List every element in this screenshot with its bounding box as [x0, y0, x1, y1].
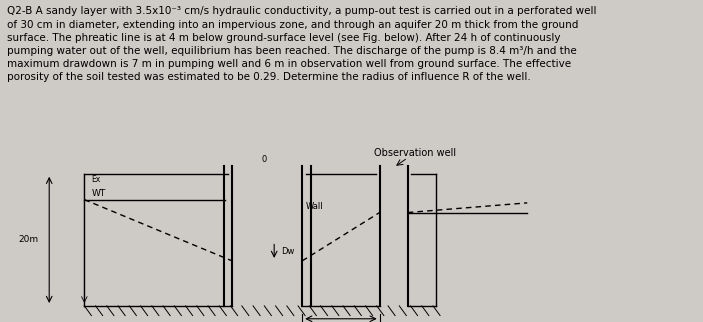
Text: Wall: Wall: [306, 202, 323, 211]
Text: Ex: Ex: [91, 175, 101, 185]
Text: 20m: 20m: [18, 235, 38, 244]
Text: WT: WT: [91, 189, 105, 198]
Text: Dw: Dw: [281, 247, 295, 256]
Text: 0: 0: [261, 155, 266, 164]
Text: Observation well: Observation well: [374, 148, 456, 158]
Text: Q2-B A sandy layer with 3.5x10⁻³ cm/s hydraulic conductivity, a pump-out test is: Q2-B A sandy layer with 3.5x10⁻³ cm/s hy…: [7, 6, 597, 82]
